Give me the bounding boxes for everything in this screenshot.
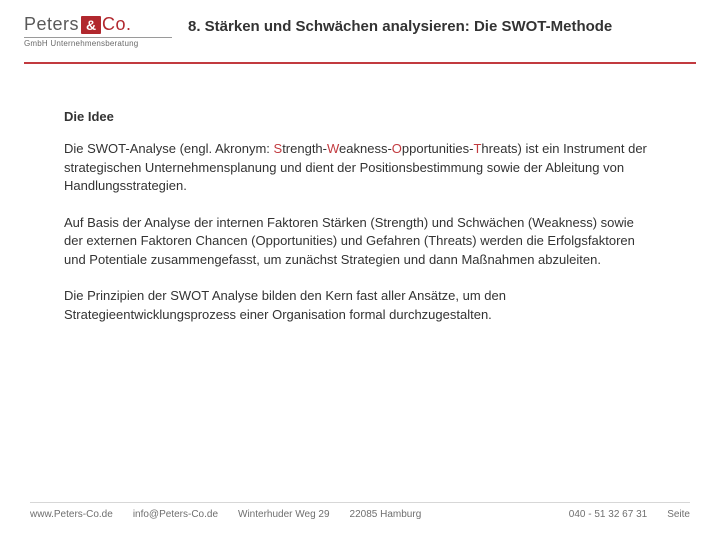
para1-pre: Die SWOT-Analyse (engl. Akronym: xyxy=(64,141,274,156)
swot-o-letter: O xyxy=(392,141,402,156)
paragraph-3: Die Prinzipien der SWOT Analyse bilden d… xyxy=(64,287,656,324)
para1-o-after: pportunities- xyxy=(402,141,474,156)
logo-subline: GmbH Unternehmensberatung xyxy=(24,37,172,48)
title-wrap: 8. Stärken und Schwächen analysieren: Di… xyxy=(188,14,696,35)
section-heading: Die Idee xyxy=(64,108,656,126)
footer-spacer xyxy=(441,509,549,520)
para1-s-after: trength- xyxy=(282,141,327,156)
slide-footer: www.Peters-Co.de info@Peters-Co.de Winte… xyxy=(30,502,690,520)
swot-s-letter: S xyxy=(274,141,283,156)
company-logo: Peters & Co. GmbH Unternehmensberatung xyxy=(24,14,172,48)
logo-ampersand-icon: & xyxy=(81,16,101,34)
footer-page-label: Seite xyxy=(667,509,690,520)
logo-co: Co. xyxy=(102,14,132,35)
footer-email: info@Peters-Co.de xyxy=(133,509,218,520)
swot-w-letter: W xyxy=(327,141,339,156)
footer-street: Winterhuder Weg 29 xyxy=(238,509,330,520)
paragraph-1: Die SWOT-Analyse (engl. Akronym: Strengt… xyxy=(64,140,656,195)
footer-phone: 040 - 51 32 67 31 xyxy=(569,509,647,520)
logo-name: Peters xyxy=(24,14,79,35)
logo-row: Peters & Co. xyxy=(24,14,172,35)
slide-header: Peters & Co. GmbH Unternehmensberatung 8… xyxy=(0,0,720,54)
slide-content: Die Idee Die SWOT-Analyse (engl. Akronym… xyxy=(0,64,720,324)
para1-w-after: eakness- xyxy=(339,141,392,156)
footer-city: 22085 Hamburg xyxy=(350,509,422,520)
slide-title: 8. Stärken und Schwächen analysieren: Di… xyxy=(188,18,696,35)
paragraph-2: Auf Basis der Analyse der internen Fakto… xyxy=(64,214,656,269)
footer-website: www.Peters-Co.de xyxy=(30,509,113,520)
